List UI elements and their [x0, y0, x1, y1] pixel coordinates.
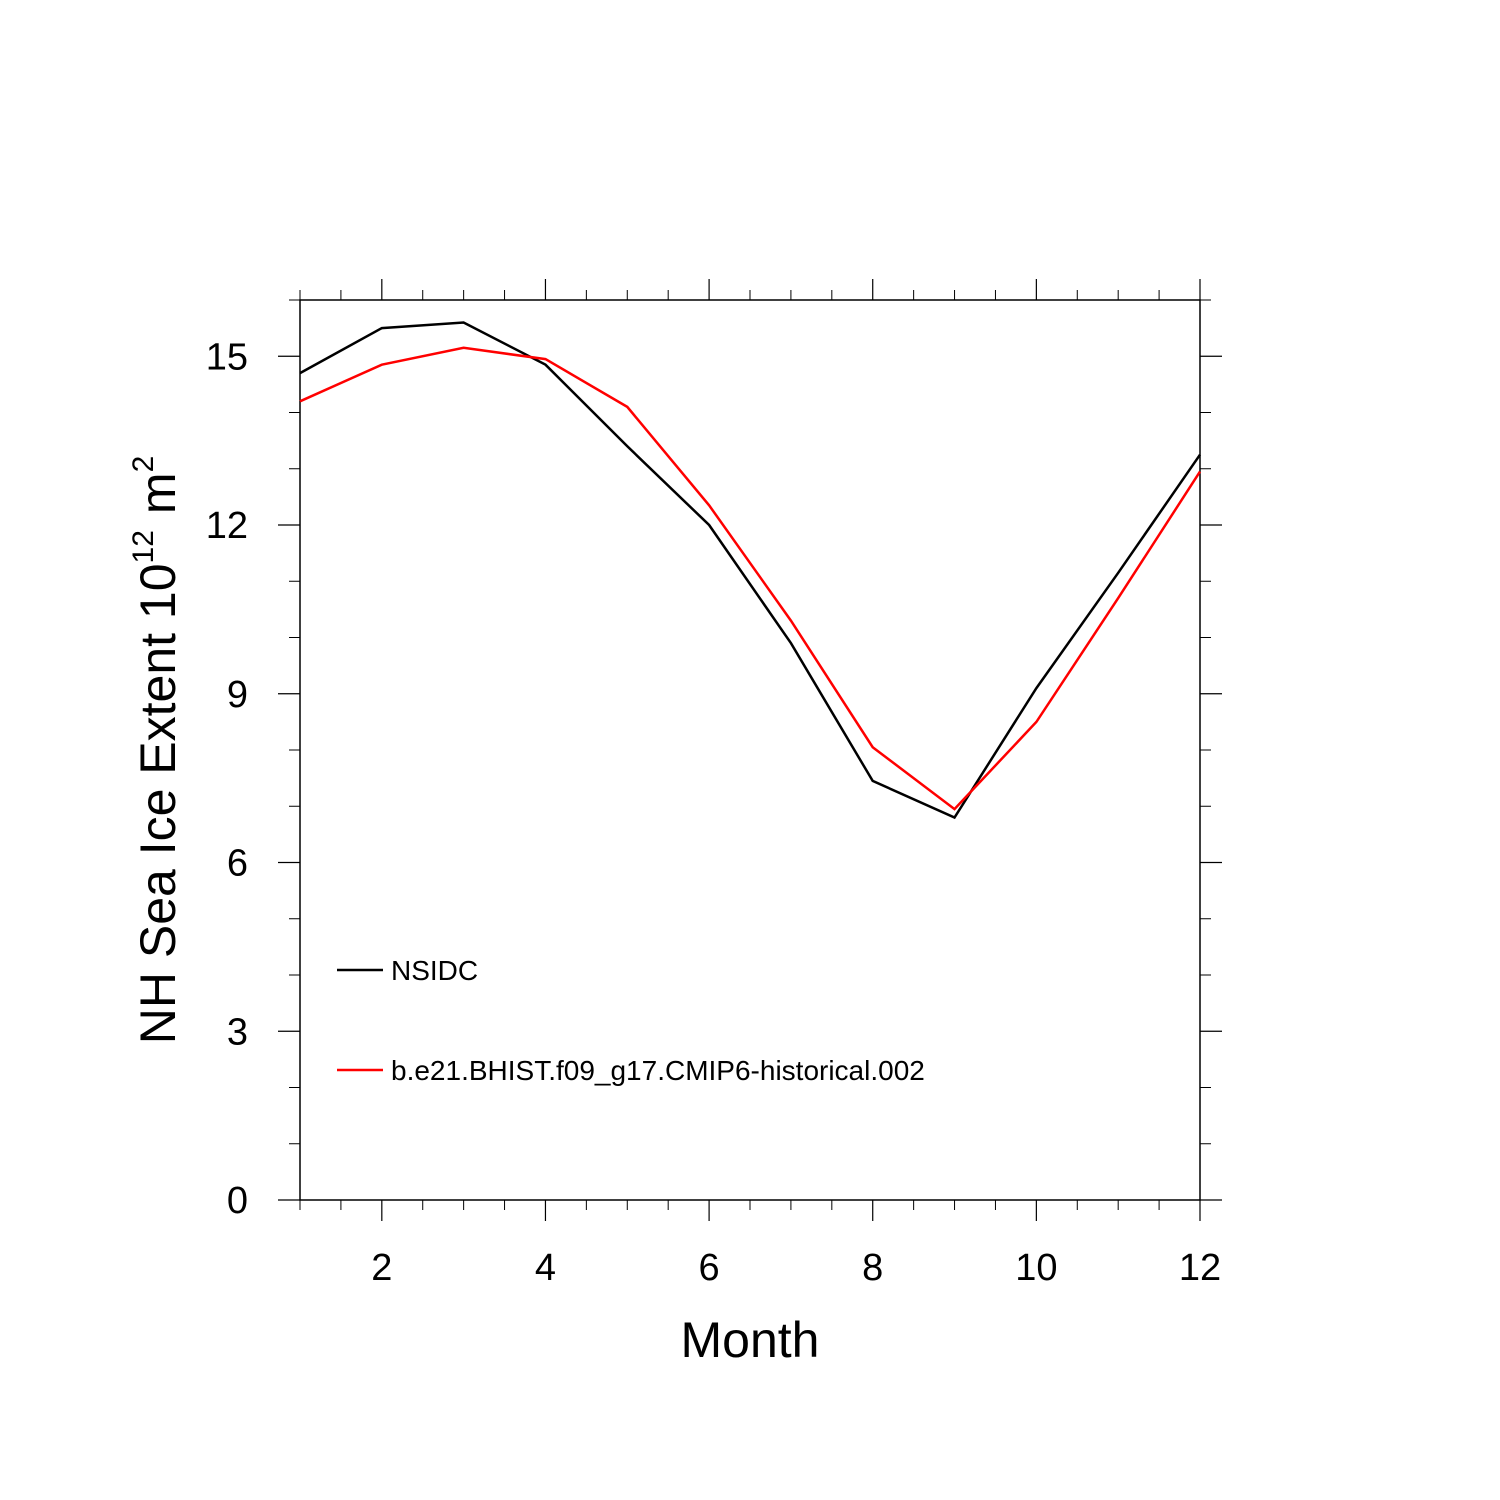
x-tick-label: 2 [371, 1247, 392, 1289]
x-tick-label: 12 [1179, 1247, 1221, 1289]
y-tick-label: 0 [227, 1180, 248, 1222]
x-tick-label: 8 [862, 1247, 883, 1289]
y-tick-label: 12 [206, 505, 248, 547]
y-tick-label: 6 [227, 843, 248, 885]
y-axis-title-exponent: 12 [127, 530, 160, 563]
x-tick-label: 6 [699, 1247, 720, 1289]
legend-label-nsidc: NSIDC [391, 955, 478, 986]
legend-label-cesm: b.e21.BHIST.f09_g17.CMIP6-historical.002 [391, 1055, 925, 1086]
y-tick-label: 3 [227, 1011, 248, 1053]
x-tick-label: 10 [1015, 1247, 1057, 1289]
legend: NSIDC b.e21.BHIST.f09_g17.CMIP6-historic… [337, 955, 925, 1086]
axis-ticks [278, 279, 1222, 1221]
y-tick-label: 15 [206, 336, 248, 378]
y-tick-label: 9 [227, 674, 248, 716]
y-axis-title-unit-exponent: 2 [127, 456, 160, 473]
y-axis-title-main: NH Sea Ice Extent 10 [130, 563, 186, 1044]
y-axis-title-unit: m [130, 472, 186, 514]
series-lines [299, 321, 1202, 820]
tick-labels: 2 4 6 8 10 12 0 3 6 9 12 15 [206, 336, 1221, 1289]
series-line-nsidc [299, 321, 1202, 820]
y-axis-title: NH Sea Ice Extent 1012 m2 [127, 456, 186, 1045]
series-line-cesm [299, 346, 1202, 811]
x-tick-label: 4 [535, 1247, 556, 1289]
x-axis-title: Month [681, 1312, 820, 1368]
